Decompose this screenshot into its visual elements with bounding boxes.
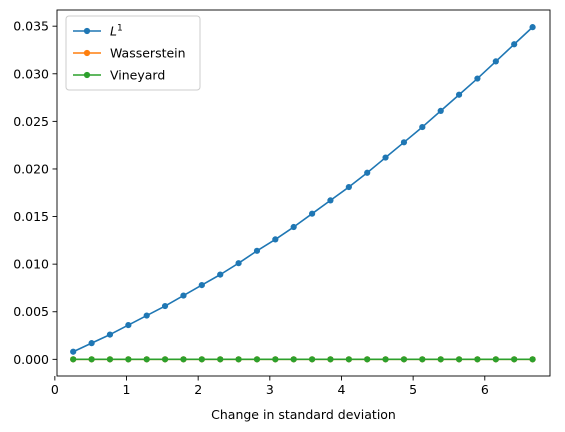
series-2-point xyxy=(70,356,77,363)
x-tick-label: 5 xyxy=(409,382,417,397)
axes-frame xyxy=(56,9,551,377)
series-2-point xyxy=(437,356,444,363)
series-2-point xyxy=(400,356,408,363)
series-0-point xyxy=(400,139,408,146)
series-0-point xyxy=(180,292,187,299)
series-2-point xyxy=(511,356,518,363)
x-tick-label: 4 xyxy=(338,382,346,397)
series-0-point xyxy=(125,321,132,329)
series-0-point xyxy=(437,107,444,114)
series-2-point xyxy=(419,356,426,363)
series-0-point xyxy=(309,210,316,217)
series-2-point xyxy=(309,356,316,363)
legend-entry-0: L1 xyxy=(110,24,123,39)
series-2-point xyxy=(180,356,187,363)
series-2-point xyxy=(492,356,499,363)
y-tick-label: 0.020 xyxy=(13,161,49,176)
legend-marker-0 xyxy=(83,27,91,35)
series-2-point xyxy=(327,356,334,363)
series-0-point xyxy=(529,24,536,31)
series-2-point xyxy=(106,356,114,363)
legend-entry-name: L xyxy=(110,24,117,39)
series-0-point xyxy=(364,169,371,176)
x-tick-label: 2 xyxy=(194,382,202,397)
series-2-point xyxy=(198,356,205,363)
series-0-point xyxy=(455,91,463,98)
legend-entry-superscript: 1 xyxy=(117,24,123,34)
legend-entry-2: Vineyard xyxy=(110,68,165,83)
series-2-point xyxy=(88,356,95,363)
series-0-point xyxy=(345,183,352,191)
legend-marker-1 xyxy=(83,49,91,57)
series-2-point xyxy=(364,356,371,363)
series-0-point xyxy=(198,281,205,289)
series-0-point xyxy=(253,247,261,254)
series-2-point xyxy=(125,356,132,363)
x-tick-label: 1 xyxy=(123,382,131,397)
series-2-point xyxy=(382,356,389,363)
series-0-point xyxy=(419,123,426,131)
series-0-point xyxy=(235,260,242,267)
axes: 0 1 2 3 4 5 6 0.000 0.005 0.010 0.015 0.020 0.025 0.0… xyxy=(13,9,551,397)
series-2-point xyxy=(290,356,297,363)
series-line-0 xyxy=(72,26,534,353)
series-0-point xyxy=(217,271,224,278)
series-0-point xyxy=(161,302,169,310)
series-0-point xyxy=(70,348,77,355)
series-2-point xyxy=(474,356,481,363)
series-0-point xyxy=(474,75,481,82)
legend-marker-2 xyxy=(83,71,91,79)
legend-frame xyxy=(65,15,201,91)
x-axis-label: Change in standard deviation xyxy=(211,407,396,422)
series-2-point xyxy=(253,356,261,363)
series-2-point xyxy=(272,356,279,363)
series-2-point xyxy=(529,356,536,363)
legend: L1 Wasserstein Vineyard xyxy=(65,15,201,91)
series-2-point xyxy=(161,356,169,363)
y-tick-label: 0.005 xyxy=(13,304,49,319)
series-0-point xyxy=(88,340,95,347)
series-0-point xyxy=(106,331,114,338)
y-tick-label: 0.000 xyxy=(13,352,49,367)
series-0-point xyxy=(272,236,279,243)
series-0-point xyxy=(492,58,499,65)
y-tick-label: 0.010 xyxy=(13,257,49,272)
series-0-point xyxy=(327,197,334,204)
plot-area xyxy=(70,24,536,363)
legend-entry-1: Wasserstein xyxy=(110,46,186,61)
series-0-point xyxy=(511,41,518,48)
x-tick-label: 6 xyxy=(481,382,489,397)
series-2-point xyxy=(217,356,224,363)
series-0-point xyxy=(290,223,297,231)
series-2-point xyxy=(455,356,463,363)
y-tick-label: 0.035 xyxy=(13,19,49,34)
x-tick-label: 0 xyxy=(51,382,59,397)
y-tick-label: 0.015 xyxy=(13,209,49,224)
series-0-point xyxy=(382,154,389,161)
series-2-point xyxy=(143,356,150,363)
x-tick-label: 3 xyxy=(266,382,274,397)
series-0-point xyxy=(143,312,150,319)
series-2-point xyxy=(345,356,352,363)
y-tick-label: 0.030 xyxy=(13,66,49,81)
y-tick-label: 0.025 xyxy=(13,114,49,129)
series-2-point xyxy=(235,356,242,363)
